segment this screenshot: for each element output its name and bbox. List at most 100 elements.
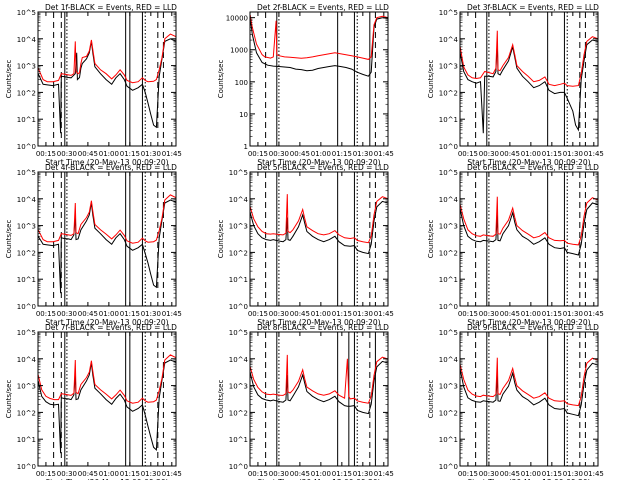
- y-tick-label: 10^1: [439, 276, 458, 284]
- x-tick-label: 00:45: [500, 150, 520, 158]
- x-tick-label: 00:45: [78, 310, 98, 318]
- series-group: [38, 194, 176, 294]
- x-tick-label: 00:45: [78, 150, 98, 158]
- y-axis-label: Counts/sec: [217, 380, 225, 419]
- panel-det-4: 00:15 00:30 00:45 01:00 01:15 01:30 01:45 10^0 1…: [5, 163, 182, 327]
- y-tick-label: 10^4: [439, 196, 459, 204]
- y-tick-label: 10^4: [17, 356, 37, 364]
- x-axis-label: Start Time (20-May-13 00:09:20): [467, 318, 590, 327]
- plot-frame: [459, 171, 599, 307]
- x-tick-label: 01:30: [353, 310, 373, 318]
- y-tick-label: 10^1: [439, 436, 458, 444]
- plot-frame: [249, 171, 389, 307]
- x-tick-label: 01:00: [521, 310, 541, 318]
- y-tick-label: 10^3: [17, 63, 36, 71]
- y-axis-label: Counts/sec: [427, 60, 435, 99]
- x-axis-label: Start Time (20-May-13 00:09:20): [45, 158, 168, 167]
- plot-title: Det 1f-BLACK = Events, RED = LLD: [45, 3, 177, 12]
- x-tick-label: 00:45: [290, 150, 310, 158]
- x-tick-label: 00:30: [479, 150, 499, 158]
- series-line-lld: [460, 196, 598, 246]
- x-tick-label: 00:45: [78, 470, 98, 478]
- y-tick-label: 10: [239, 111, 248, 119]
- y-axis-label: Counts/sec: [427, 220, 435, 259]
- y-tick-label: 10^0: [17, 463, 36, 471]
- y-tick-label: 10^4: [17, 196, 37, 204]
- x-tick-label: 00:15: [248, 150, 268, 158]
- x-tick-label: 00:30: [269, 150, 289, 158]
- plot-title: Det 5f-BLACK = Events, RED = LLD: [257, 163, 389, 172]
- x-tick-label: 01:30: [141, 310, 161, 318]
- x-axis-label: Start Time (20-May-13 00:09:20): [45, 478, 168, 480]
- plot-frame: [249, 331, 389, 467]
- y-tick-label: 10^1: [17, 276, 36, 284]
- plot-title: Det 4f-BLACK = Events, RED = LLD: [45, 163, 177, 172]
- x-tick-label: 00:30: [269, 470, 289, 478]
- x-tick-label: 01:00: [521, 470, 541, 478]
- x-tick-label: 00:15: [36, 150, 56, 158]
- y-tick-label: 10^2: [439, 249, 458, 257]
- x-tick-label: 01:15: [332, 150, 352, 158]
- series-line-events: [250, 200, 388, 255]
- x-tick-label: 00:15: [458, 470, 478, 478]
- x-tick-label: 00:30: [57, 470, 77, 478]
- y-tick-label: 10^5: [229, 329, 248, 337]
- y-tick-label: 10^3: [229, 223, 248, 231]
- panel-det-9: 00:15 00:30 00:45 01:00 01:15 01:30 01:45 10^0 1…: [427, 323, 604, 480]
- panel-det-7: 00:15 00:30 00:45 01:00 01:15 01:30 01:45 10^0 1…: [5, 323, 182, 480]
- y-tick-label: 10^2: [17, 249, 36, 257]
- x-tick-label: 00:30: [269, 310, 289, 318]
- x-tick-label: 00:45: [500, 310, 520, 318]
- panel-det-3: 00:15 00:30 00:45 01:00 01:15 01:30 01:45 10^0 1…: [427, 3, 604, 167]
- x-axis-label: Start Time (20-May-13 00:09:20): [257, 478, 380, 480]
- x-tick-label: 01:30: [563, 470, 583, 478]
- x-tick-label: 01:45: [374, 310, 394, 318]
- y-tick-label: 10^0: [439, 303, 458, 311]
- y-tick-label: 10^0: [229, 463, 248, 471]
- y-tick-label: 10000: [226, 15, 248, 23]
- series-group: [250, 194, 388, 255]
- y-tick-label: 10^2: [439, 409, 458, 417]
- x-tick-label: 01:15: [120, 470, 140, 478]
- plot-frame: [37, 331, 177, 467]
- y-tick-label: 10^0: [439, 463, 458, 471]
- y-tick-label: 10^5: [439, 169, 458, 177]
- panel-det-5: 00:15 00:30 00:45 01:00 01:15 01:30 01:45 10^0 1…: [217, 163, 394, 327]
- x-tick-label: 00:30: [57, 150, 77, 158]
- series-group: [38, 354, 176, 454]
- x-tick-label: 00:15: [36, 310, 56, 318]
- series-line-events: [38, 38, 176, 134]
- panel-det-2: 00:15 00:30 00:45 01:00 01:15 01:30 01:45 1 10 10…: [217, 3, 394, 167]
- y-tick-label: 10^5: [17, 329, 36, 337]
- series-group: [460, 30, 598, 134]
- y-tick-label: 100: [235, 79, 248, 87]
- series-line-lld: [38, 354, 176, 404]
- x-axis-label: Start Time (20-May-13 00:09:20): [467, 478, 590, 480]
- event-markers: [265, 172, 376, 306]
- x-tick-label: 01:00: [99, 310, 119, 318]
- x-tick-label: 00:30: [57, 310, 77, 318]
- series-group: [250, 15, 388, 77]
- x-tick-label: 01:00: [311, 310, 331, 318]
- x-axis-label: Start Time (20-May-13 00:09:20): [257, 158, 380, 167]
- x-tick-label: 00:15: [248, 310, 268, 318]
- series-line-events: [38, 199, 176, 294]
- y-tick-label: 10^1: [229, 436, 248, 444]
- series-line-lld: [460, 30, 598, 87]
- x-axis-label: Start Time (20-May-13 00:09:20): [467, 158, 590, 167]
- y-tick-label: 10^0: [17, 143, 36, 151]
- x-tick-label: 01:30: [141, 150, 161, 158]
- y-tick-label: 10^4: [17, 36, 37, 44]
- y-tick-label: 10^4: [439, 356, 459, 364]
- x-tick-label: 00:15: [458, 310, 478, 318]
- plot-frame: [249, 11, 389, 147]
- plot-frame: [37, 11, 177, 147]
- series-line-lld: [250, 194, 388, 244]
- y-tick-label: 10^2: [229, 409, 248, 417]
- y-axis-label: Counts/sec: [427, 380, 435, 419]
- y-tick-label: 10^5: [229, 169, 248, 177]
- x-tick-label: 01:00: [99, 470, 119, 478]
- y-tick-label: 10^3: [439, 383, 458, 391]
- x-tick-label: 00:15: [248, 470, 268, 478]
- x-tick-label: 00:15: [36, 470, 56, 478]
